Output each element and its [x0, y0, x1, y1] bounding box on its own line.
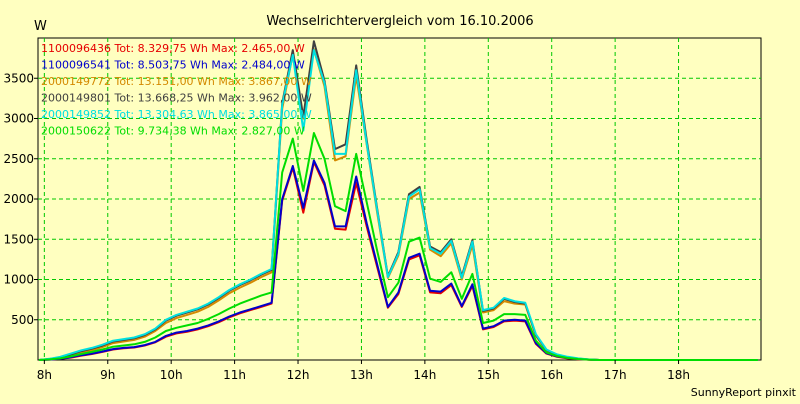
y-tick-label: 2000 — [3, 192, 34, 206]
legend-item-2000149801: 2000149801 Tot: 13.668,25 Wh Max: 3.962,… — [41, 92, 312, 105]
axis-layer: 500 1000 1500 2000 2500 3000 3500 8h 9h 10h 11h 12h… — [3, 71, 690, 382]
x-tick-label: 12h — [287, 368, 310, 382]
legend-item-1100096436: 1100096436 Tot: 8.329,75 Wh Max: 2.465,0… — [41, 42, 305, 55]
chart-title: Wechselrichtervergleich vom 16.10.2006 — [266, 14, 533, 29]
legend-item-2000150622: 2000150622 Tot: 9.734,38 Wh Max: 2.827,0… — [41, 125, 305, 138]
series-layer — [38, 40, 758, 361]
x-tick-label: 8h — [37, 368, 52, 382]
y-tick-label: 1000 — [3, 273, 34, 287]
x-tick-label: 14h — [413, 368, 436, 382]
x-tick-label: 15h — [477, 368, 500, 382]
x-tick-label: 9h — [100, 368, 115, 382]
footer-credit: SunnyReport pinxit — [691, 386, 797, 399]
x-tick-label: 11h — [223, 368, 246, 382]
x-tick-label: 18h — [667, 368, 690, 382]
y-tick-label: 3000 — [3, 112, 34, 126]
x-tick-label: 10h — [160, 368, 183, 382]
y-tick-label: 1500 — [3, 232, 34, 246]
legend-item-2000149852: 2000149852 Tot: 13.304,63 Wh Max: 3.865,… — [41, 108, 312, 121]
x-tick-label: 17h — [604, 368, 627, 382]
y-tick-label: 500 — [11, 313, 34, 327]
legend: 1100096436 Tot: 8.329,75 Wh Max: 2.465,0… — [41, 42, 312, 138]
series-line-2000150622 — [39, 132, 758, 361]
legend-item-2000149772: 2000149772 Tot: 13.151,00 Wh Max: 3.867,… — [41, 75, 312, 88]
y-tick-label: 2500 — [3, 152, 34, 166]
x-tick-label: 16h — [540, 368, 563, 382]
x-tick-label: 13h — [350, 368, 373, 382]
y-tick-label: 3500 — [3, 71, 34, 85]
legend-item-1100096541: 1100096541 Tot: 8.503,75 Wh Max: 2.484,0… — [41, 59, 305, 72]
y-axis-unit: W — [34, 19, 47, 34]
